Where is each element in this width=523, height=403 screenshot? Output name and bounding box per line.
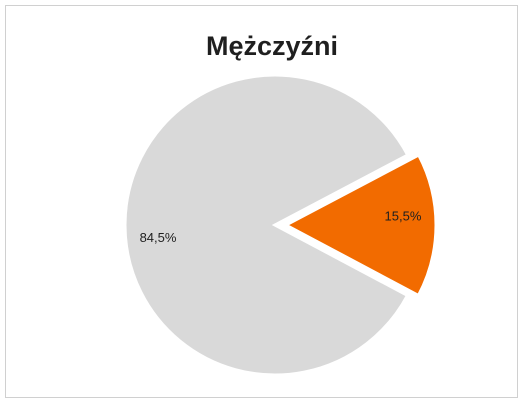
data-label: 84,5% — [140, 230, 177, 245]
data-label: 15,5% — [385, 209, 422, 224]
pie-slice — [282, 153, 438, 298]
pie-slice — [123, 73, 410, 377]
chart-title: Mężczyźni — [206, 31, 338, 61]
